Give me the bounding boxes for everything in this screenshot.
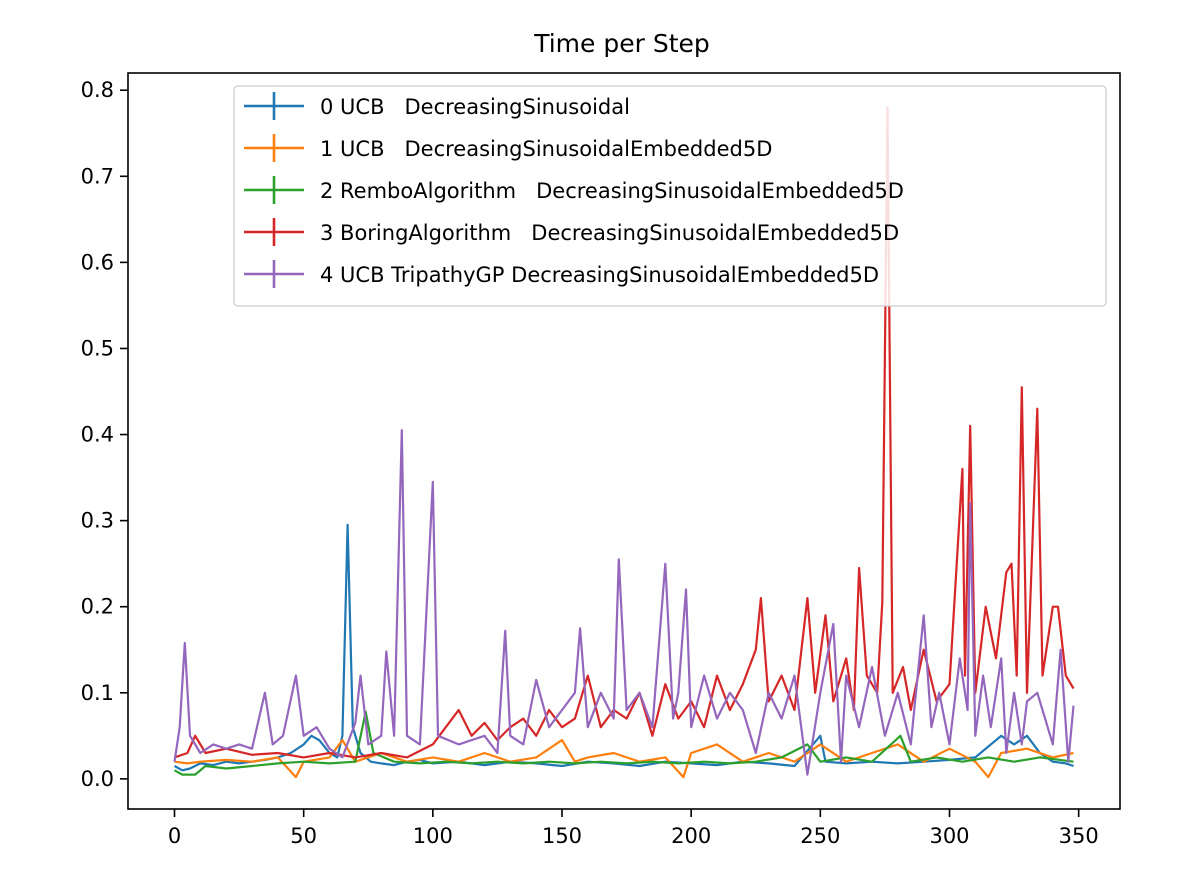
legend-label: 0 UCB DecreasingSinusoidal	[320, 95, 630, 119]
y-tick-label: 0.1	[81, 681, 114, 705]
plot-frame	[127, 72, 1121, 810]
series-line-4	[173, 429, 1075, 776]
x-axis: 0 50 100 150 200 250 300 350	[168, 809, 1099, 848]
y-tick-label: 0.6	[81, 250, 114, 274]
legend-label: 3 BoringAlgorithm DecreasingSinusoidalEm…	[320, 221, 899, 245]
legend: 0 UCB DecreasingSinusoidal 1 UCB Decreasi…	[233, 85, 1107, 307]
y-tick-label: 0.0	[81, 767, 114, 791]
x-tick-label: 200	[671, 824, 711, 848]
y-tick-label: 0.4	[81, 423, 114, 447]
x-tick-label: 250	[800, 824, 840, 848]
y-axis: 0.0 0.1 0.2 0.3 0.4 0.5 0.6 0.7 0.8	[81, 78, 128, 791]
x-tick-label: 50	[290, 824, 317, 848]
legend-entry: 3 BoringAlgorithm DecreasingSinusoidalEm…	[244, 218, 899, 246]
legend-label: 4 UCB TripathyGP DecreasingSinusoidalEmb…	[320, 263, 879, 287]
y-tick-label: 0.2	[81, 595, 114, 619]
x-tick-label: 350	[1059, 824, 1099, 848]
y-tick-label: 0.3	[81, 509, 114, 533]
x-tick-label: 300	[929, 824, 969, 848]
legend-entry: 2 RemboAlgorithm DecreasingSinusoidalEmb…	[244, 176, 904, 204]
legend-label: 1 UCB DecreasingSinusoidalEmbedded5D	[320, 137, 772, 161]
series-line-2	[173, 710, 1074, 776]
y-tick-label: 0.7	[81, 164, 114, 188]
legend-entry: 0 UCB DecreasingSinusoidal	[244, 92, 630, 120]
chart-title: Time per Step	[533, 29, 710, 58]
x-tick-label: 100	[413, 824, 453, 848]
legend-frame	[233, 85, 1107, 307]
x-tick-label: 0	[168, 824, 181, 848]
y-tick-label: 0.8	[81, 78, 114, 102]
y-tick-label: 0.5	[81, 336, 114, 360]
legend-entry: 1 UCB DecreasingSinusoidalEmbedded5D	[244, 134, 772, 162]
x-tick-label: 150	[542, 824, 582, 848]
series-layer	[173, 106, 1075, 779]
legend-entry: 4 UCB TripathyGP DecreasingSinusoidalEmb…	[244, 260, 879, 288]
legend-label: 2 RemboAlgorithm DecreasingSinusoidalEmb…	[320, 179, 904, 203]
